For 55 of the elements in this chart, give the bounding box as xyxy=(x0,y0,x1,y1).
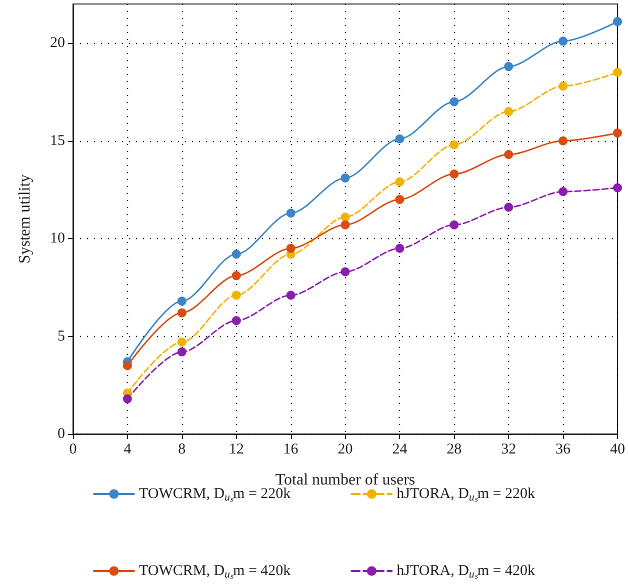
x-tick-label: 32 xyxy=(501,442,516,458)
point xyxy=(613,17,622,26)
point xyxy=(395,177,404,186)
point xyxy=(395,244,404,253)
point xyxy=(232,290,241,300)
x-tick-label: 28 xyxy=(446,442,462,458)
x-tick-label: 16 xyxy=(283,442,299,458)
point xyxy=(340,173,350,182)
point xyxy=(558,82,568,91)
point xyxy=(286,290,296,300)
point xyxy=(450,97,459,106)
point xyxy=(232,316,241,326)
x-tick-label: 0 xyxy=(69,442,77,458)
point xyxy=(232,271,241,280)
point xyxy=(613,183,622,192)
point xyxy=(450,220,459,230)
x-tick-label: 24 xyxy=(392,442,408,458)
point xyxy=(613,68,622,77)
point xyxy=(558,36,568,46)
x-tick-label: 20 xyxy=(338,442,353,458)
y-tick-label: 0 xyxy=(58,426,65,442)
point xyxy=(177,308,186,318)
point xyxy=(286,208,296,218)
point xyxy=(504,150,514,159)
point xyxy=(504,202,514,212)
y-axis-title: System utility xyxy=(16,174,34,264)
y-tick-label: 15 xyxy=(50,132,65,149)
y-tick-label: 20 xyxy=(50,35,65,52)
x-tick-label: 12 xyxy=(228,442,244,458)
point xyxy=(395,194,404,204)
x-tick-label: 4 xyxy=(124,442,132,458)
point xyxy=(232,250,241,259)
point xyxy=(395,134,404,144)
point xyxy=(558,187,568,196)
point xyxy=(504,107,514,116)
y-tick-label: 5 xyxy=(58,328,65,344)
point xyxy=(122,361,132,370)
point xyxy=(504,62,514,72)
point xyxy=(613,128,622,138)
point xyxy=(340,267,350,276)
point xyxy=(558,136,568,146)
x-axis-title: Total number of users xyxy=(275,472,416,488)
x-tick-label: 40 xyxy=(610,442,625,458)
point xyxy=(122,394,132,404)
point xyxy=(450,170,459,179)
y-tick-label: 10 xyxy=(50,230,65,247)
x-tick-label: 36 xyxy=(556,442,572,458)
point xyxy=(450,140,459,150)
point xyxy=(286,244,296,253)
point xyxy=(340,212,350,222)
point xyxy=(340,220,350,230)
point xyxy=(177,296,186,306)
x-tick-label: 8 xyxy=(178,442,186,458)
point xyxy=(177,338,186,347)
point xyxy=(177,347,186,356)
